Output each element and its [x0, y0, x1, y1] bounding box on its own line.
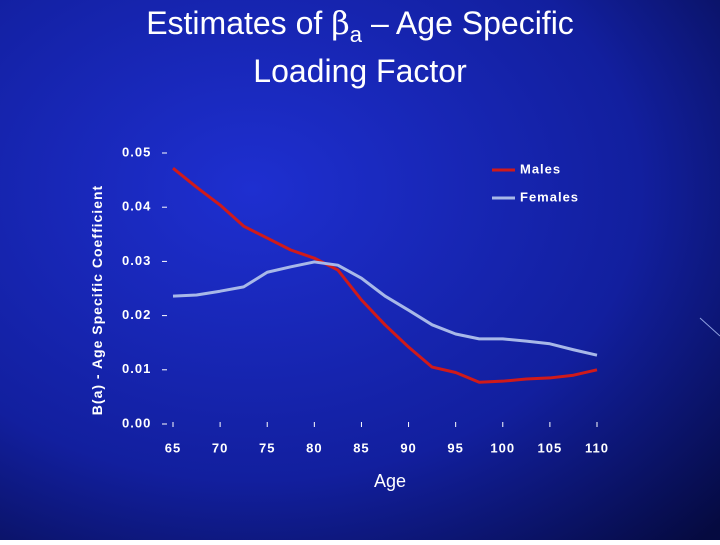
- line-series: [172, 260, 598, 357]
- chart-title: Estimates of βa – Age Specific: [146, 4, 574, 47]
- x-tick-label: 100: [490, 440, 515, 455]
- y-tick-label: 0.05: [122, 144, 151, 159]
- line-series: [172, 167, 598, 384]
- x-tick-label: 65: [165, 440, 181, 455]
- x-tick-label: 80: [306, 440, 322, 455]
- legend-label: Males: [520, 161, 561, 176]
- legend-label: Females: [520, 189, 579, 204]
- title-symbol: β: [331, 4, 350, 42]
- x-tick-label: 105: [538, 440, 563, 455]
- y-axis-title: B(a) - Age Specific Coefficient: [89, 185, 105, 415]
- title-text: – Age Specific: [371, 5, 574, 41]
- x-axis-title: Age: [374, 471, 406, 491]
- x-tick-label: 75: [259, 440, 275, 455]
- y-tick-label: 0.03: [122, 253, 151, 268]
- decoration: [699, 317, 720, 337]
- y-tick-label: 0.02: [122, 307, 151, 322]
- x-tick-label: 70: [212, 440, 228, 455]
- y-tick-label: 0.04: [122, 199, 151, 214]
- x-tick-label: 90: [400, 440, 416, 455]
- title-subscript: a: [350, 22, 363, 47]
- title-text: Estimates of: [146, 5, 322, 41]
- x-tick-label: 85: [353, 440, 369, 455]
- chart-title: Loading Factor: [253, 53, 467, 89]
- y-tick-label: 0.01: [122, 361, 151, 376]
- x-tick-label: 95: [447, 440, 463, 455]
- y-tick-label: 0.00: [122, 415, 151, 430]
- x-tick-label: 110: [585, 440, 609, 455]
